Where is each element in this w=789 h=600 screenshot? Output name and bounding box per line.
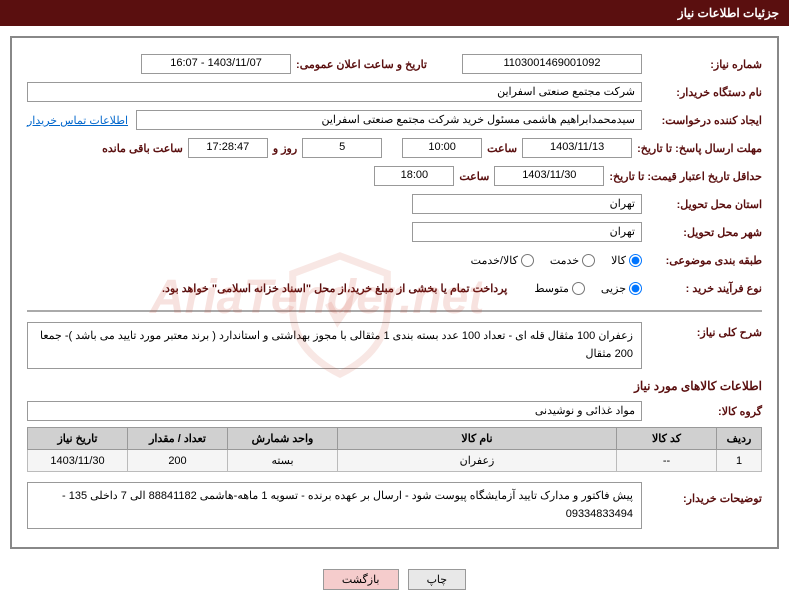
buyer-notes-box: پیش فاکتور و مدارک تایید آزمایشگاه پیوست…	[27, 482, 642, 529]
radio-goods-service-input[interactable]	[521, 254, 534, 267]
th-qty: تعداد / مقدار	[128, 428, 228, 450]
page-title: جزئیات اطلاعات نیاز	[678, 6, 779, 20]
contact-link[interactable]: اطلاعات تماس خریدار	[27, 114, 136, 127]
buyer-notes-label: توضیحات خریدار:	[642, 482, 762, 505]
requester-value: سیدمحمدابراهیم هاشمی مسئول خرید شرکت مجت…	[136, 110, 642, 130]
city-label: شهر محل تحویل:	[642, 226, 762, 239]
th-date: تاریخ نیاز	[28, 428, 128, 450]
province-label: استان محل تحویل:	[642, 198, 762, 211]
print-button[interactable]: چاپ	[408, 569, 467, 590]
cell-date: 1403/11/30	[28, 450, 128, 472]
validity-date: 1403/11/30	[494, 166, 604, 186]
th-row: ردیف	[717, 428, 762, 450]
process-radio-group: جزیی متوسط	[522, 282, 642, 295]
cell-name: زعفران	[338, 450, 617, 472]
radio-goods-input[interactable]	[629, 254, 642, 267]
deadline-time: 10:00	[402, 138, 482, 158]
th-unit: واحد شمارش	[228, 428, 338, 450]
requester-label: ایجاد کننده درخواست:	[642, 114, 762, 127]
buyer-org-value: شرکت مجتمع صنعتی اسفراین	[27, 82, 642, 102]
group-value: مواد غذائی و نوشیدنی	[27, 401, 642, 421]
category-label: طبقه بندی موضوعی:	[642, 254, 762, 267]
items-section-title: اطلاعات کالاهای مورد نیاز	[27, 379, 762, 393]
need-number-label: شماره نیاز:	[642, 58, 762, 71]
group-label: گروه کالا:	[642, 405, 762, 418]
radio-goods[interactable]: کالا	[599, 254, 642, 267]
buyer-org-label: نام دستگاه خریدار:	[642, 86, 762, 99]
province-value: تهران	[412, 194, 642, 214]
radio-goods-service[interactable]: کالا/خدمت	[459, 254, 534, 267]
city-value: تهران	[412, 222, 642, 242]
need-number-value: 1103001469001092	[462, 54, 642, 74]
cell-qty: 200	[128, 450, 228, 472]
radio-partial[interactable]: جزیی	[589, 282, 642, 295]
time-label-2: ساعت	[454, 170, 494, 183]
time-label-1: ساعت	[482, 142, 522, 155]
summary-box: زعفران 100 مثقال قله ای - تعداد 100 عدد …	[27, 322, 642, 369]
announce-label: تاریخ و ساعت اعلان عمومی:	[291, 58, 432, 71]
radio-service-input[interactable]	[582, 254, 595, 267]
cell-code: --	[617, 450, 717, 472]
radio-service[interactable]: خدمت	[538, 254, 595, 267]
th-code: کد کالا	[617, 428, 717, 450]
main-frame: AriaTender.net شماره نیاز: 1103001469001…	[10, 36, 779, 549]
cell-row: 1	[717, 450, 762, 472]
remaining-time: 17:28:47	[188, 138, 268, 158]
deadline-label: مهلت ارسال پاسخ: تا تاریخ:	[632, 142, 762, 155]
process-note: پرداخت تمام یا بخشی از مبلغ خرید،از محل …	[162, 282, 507, 295]
remaining-label: ساعت باقی مانده	[97, 142, 188, 155]
radio-medium-input[interactable]	[572, 282, 585, 295]
divider	[27, 310, 762, 312]
summary-label: شرح کلی نیاز:	[642, 322, 762, 339]
page-header: جزئیات اطلاعات نیاز	[0, 0, 789, 26]
back-button[interactable]: بازگشت	[323, 569, 399, 590]
announce-value: 1403/11/07 - 16:07	[141, 54, 291, 74]
cell-unit: بسته	[228, 450, 338, 472]
days-value: 5	[302, 138, 382, 158]
radio-medium[interactable]: متوسط	[522, 282, 585, 295]
radio-partial-input[interactable]	[629, 282, 642, 295]
button-row: چاپ بازگشت	[0, 559, 789, 600]
validity-label: حداقل تاریخ اعتبار قیمت: تا تاریخ:	[604, 170, 762, 183]
table-row: 1 -- زعفران بسته 200 1403/11/30	[28, 450, 762, 472]
validity-time: 18:00	[374, 166, 454, 186]
th-name: نام کالا	[338, 428, 617, 450]
category-radio-group: کالا خدمت کالا/خدمت	[459, 254, 642, 267]
deadline-date: 1403/11/13	[522, 138, 632, 158]
days-label: روز و	[268, 142, 302, 155]
process-label: نوع فرآیند خرید :	[642, 282, 762, 295]
items-table: ردیف کد کالا نام کالا واحد شمارش تعداد /…	[27, 427, 762, 472]
